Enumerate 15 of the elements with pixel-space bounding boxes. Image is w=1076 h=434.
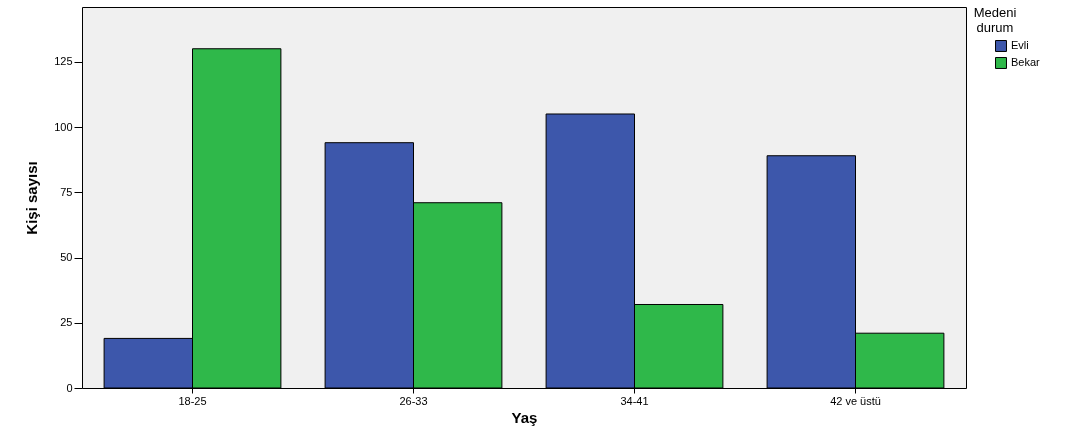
x-tick-label: 18-25 [178, 394, 207, 407]
legend-label: Bekar [1011, 56, 1041, 68]
y-tick-label: 75 [60, 185, 73, 198]
y-tick-label: 100 [54, 120, 73, 133]
legend-label: Evli [1011, 39, 1029, 51]
x-tick-label: 42 ve üstü [830, 394, 881, 407]
y-axis-title: Kişi sayısı [23, 161, 41, 235]
y-tick-label: 50 [60, 251, 73, 264]
legend-title: Medeni durum [973, 5, 1017, 35]
y-tick-label: 25 [60, 316, 73, 329]
x-axis-title: Yaş [511, 408, 538, 426]
y-tick-label: 0 [66, 381, 73, 394]
x-tick-label: 34-41 [620, 394, 649, 407]
y-tick-label: 125 [54, 55, 73, 68]
x-tick-label: 26-33 [399, 394, 428, 407]
